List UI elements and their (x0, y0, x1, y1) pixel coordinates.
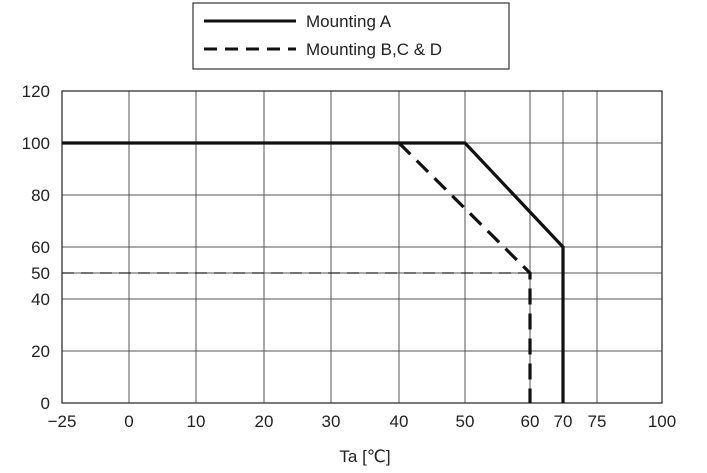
x-tick-label: 70 (554, 412, 573, 431)
x-tick-label: 20 (255, 412, 274, 431)
series-line-mounting-bcd (397, 141, 532, 403)
x-tick-label: 75 (588, 412, 607, 431)
y-tick-label: 40 (31, 290, 50, 309)
y-tick-label: 80 (31, 186, 50, 205)
x-tick-label: 30 (322, 412, 341, 431)
legend-label-mounting-a: Mounting A (306, 12, 392, 31)
plot-area (61, 90, 663, 404)
y-tick-label: 100 (22, 134, 50, 153)
y-tick-label: 20 (31, 342, 50, 361)
x-tick-label: 0 (124, 412, 133, 431)
series-line-mounting-a (62, 141, 565, 403)
y-tick-label: 50 (31, 264, 50, 283)
legend: Mounting A Mounting B,C & D (192, 2, 510, 70)
y-axis-ticks: 0 20 40 50 60 80 100 120 (22, 82, 50, 413)
y-tick-label: 0 (41, 394, 50, 413)
x-tick-label: 10 (187, 412, 206, 431)
legend-box (192, 2, 510, 70)
y-tick-label: 60 (31, 238, 50, 257)
x-tick-label: −25 (48, 412, 77, 431)
legend-label-mounting-bcd: Mounting B,C & D (306, 40, 442, 59)
x-axis-label: Ta [℃] (339, 447, 390, 466)
x-tick-label: 60 (521, 412, 540, 431)
x-tick-label: 100 (648, 412, 676, 431)
x-tick-label: 40 (390, 412, 409, 431)
plot-frame (61, 90, 663, 404)
y-tick-label: 120 (22, 82, 50, 101)
x-axis-ticks: −25 0 10 20 30 40 50 60 70 75 100 (48, 412, 677, 431)
x-tick-label: 50 (456, 412, 475, 431)
